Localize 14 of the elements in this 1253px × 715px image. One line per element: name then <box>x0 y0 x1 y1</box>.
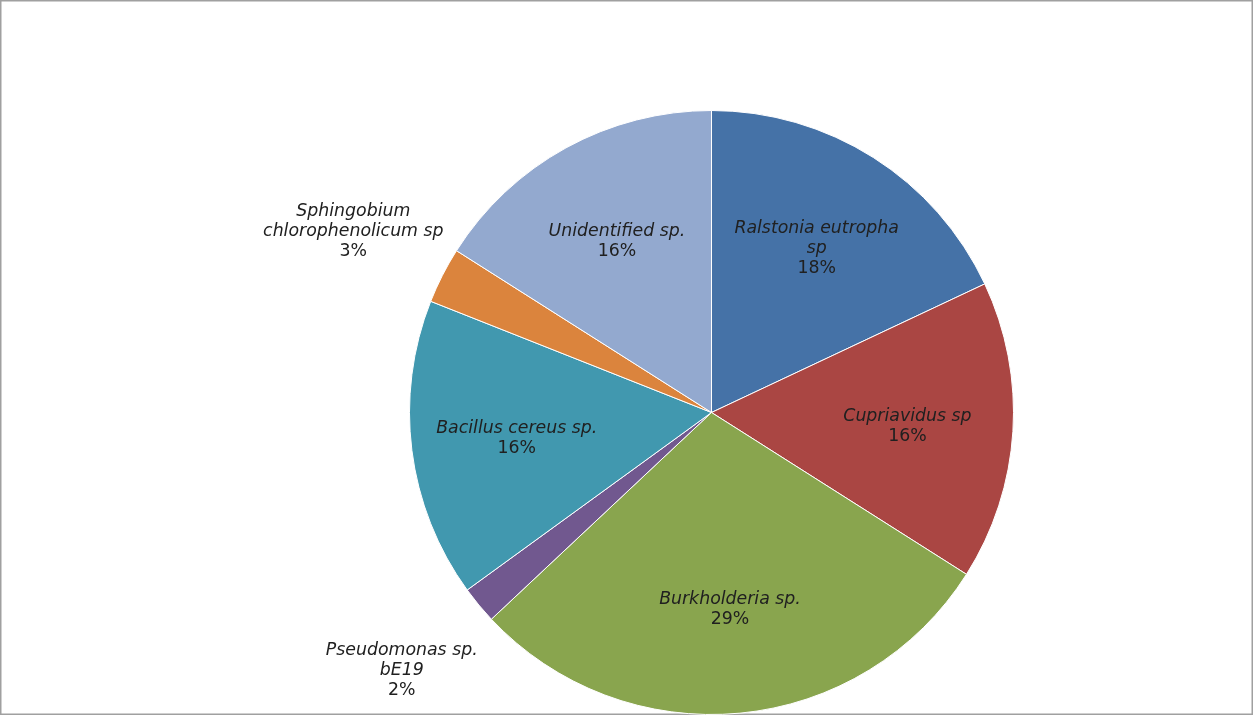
slice-label: Sphingobium chlorophenolicum sp <box>263 200 444 240</box>
slice-label: Bacillus cereus sp. <box>436 417 598 438</box>
data-label: 29% <box>710 607 750 628</box>
data-label: 18% <box>797 256 836 277</box>
slice-label: Unidentified sp. <box>548 220 686 241</box>
data-label: 16% <box>888 424 927 445</box>
slice-label: Cupriavidus sp <box>843 404 972 425</box>
data-label: 2% <box>388 678 416 699</box>
data-label: 16% <box>497 437 537 458</box>
slice-label: Ralstonia eutropha sp <box>734 216 899 257</box>
data-label: 16% <box>597 240 637 261</box>
data-label: 3% <box>339 240 368 260</box>
slice-label: Pseudomonas sp. bE19 <box>325 638 478 679</box>
slice-label: Burkholderia sp. <box>659 587 801 608</box>
